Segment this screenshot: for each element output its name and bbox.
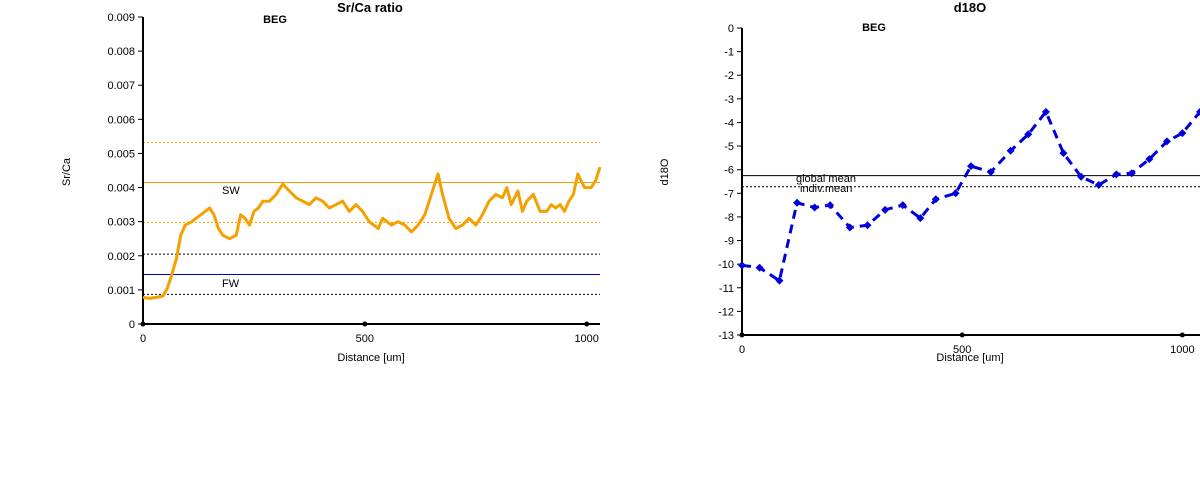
srca-ytick-label-5: 0.005	[107, 148, 135, 160]
d18o-point-25	[1178, 129, 1187, 138]
d18o-xtick-label-0: 0	[739, 344, 745, 356]
d18o-subtitle: BEG	[862, 22, 886, 34]
d18o-ytick-label-13: -13	[718, 330, 734, 342]
d18o-xtick-0	[739, 332, 745, 338]
d18o-point-9	[898, 201, 907, 210]
d18o-point-21	[1112, 170, 1121, 179]
d18o-ytick-label-9: -9	[724, 236, 734, 248]
d18o-point-26	[1196, 107, 1200, 116]
d18o-xlabel: Distance [um]	[936, 352, 1003, 364]
srca-ytick-label-8: 0.008	[107, 46, 135, 58]
d18o-point-10	[916, 214, 925, 223]
srca-title: Sr/Ca ratio	[337, 0, 403, 15]
d18o-xtick-label-2: 1000	[1170, 344, 1194, 356]
d18o-point-23	[1145, 155, 1154, 164]
srca-series-line	[142, 166, 602, 300]
d18o-ytick-label-2: -2	[724, 70, 734, 82]
d18o-ytick-label-6: -6	[724, 165, 734, 177]
d18o-ytick-label-12: -12	[718, 306, 734, 318]
d18o-ytick-label-3: -3	[724, 94, 734, 106]
srca-ytick-label-1: 0.001	[107, 285, 135, 297]
d18o-point-8	[881, 205, 890, 214]
srca-ytick-label-3: 0.003	[107, 217, 135, 229]
d18o-series-line	[741, 110, 1200, 283]
d18o-point-15	[1006, 146, 1015, 155]
d18o-point-1	[755, 263, 764, 272]
d18o-point-16	[1024, 130, 1033, 139]
srca-ytick-label-4: 0.004	[107, 183, 135, 195]
d18o-point-13	[967, 162, 975, 171]
d18o-point-5	[826, 201, 835, 210]
d18o-title: d18O	[954, 0, 987, 15]
d18o-xtick-2	[1179, 332, 1185, 338]
d18o-ytick-label-10: -10	[718, 259, 734, 271]
srca-fw-label: FW	[222, 278, 240, 290]
srca-ytick-label-0: 0	[129, 319, 135, 331]
d18o-point-22	[1127, 169, 1136, 178]
srca-xtick-label-2: 1000	[574, 333, 598, 345]
d18o-point-14	[986, 168, 995, 177]
d18o-point-19	[1077, 172, 1086, 181]
srca-ytick-label-6: 0.006	[107, 114, 135, 126]
srca-subtitle: BEG	[263, 14, 287, 26]
d18o-ytick-label-1: -1	[724, 47, 734, 59]
d18o-chart: d18O BEG Distance [um] d18O global mean …	[659, 0, 1200, 364]
d18o-point-12	[951, 189, 960, 198]
srca-ytick-label-2: 0.002	[107, 251, 135, 263]
d18o-point-2	[775, 276, 784, 285]
d18o-ytick-label-0: 0	[728, 23, 734, 35]
d18o-indiv-mean-label: indiv.mean	[800, 183, 852, 195]
d18o-point-7	[863, 221, 872, 230]
d18o-point-4	[810, 203, 819, 212]
d18o-ytick-label-5: -5	[724, 141, 734, 153]
d18o-point-18	[1059, 149, 1068, 158]
srca-xlabel: Distance [um]	[337, 352, 404, 364]
d18o-point-24	[1162, 137, 1171, 146]
srca-xtick-2	[584, 321, 590, 327]
srca-xtick-0	[140, 321, 146, 327]
d18o-ylabel: d18O	[659, 158, 671, 185]
d18o-point-3	[793, 198, 802, 207]
d18o-point-6	[845, 223, 854, 232]
srca-xtick-label-1: 500	[356, 333, 374, 345]
d18o-ytick-label-7: -7	[724, 188, 734, 200]
srca-chart: Sr/Ca ratio BEG Distance [um] Sr/Ca SW F…	[61, 0, 602, 364]
srca-ytick-label-7: 0.007	[107, 80, 135, 92]
d18o-xtick-label-1: 500	[953, 344, 971, 356]
d18o-point-0	[738, 261, 746, 270]
srca-sw-label: SW	[222, 185, 240, 197]
d18o-point-11	[931, 195, 940, 204]
d18o-point-20	[1094, 181, 1103, 190]
d18o-point-17	[1041, 107, 1050, 116]
d18o-ytick-label-4: -4	[724, 117, 734, 129]
srca-xtick-label-0: 0	[140, 333, 146, 345]
d18o-xtick-1	[959, 332, 965, 338]
srca-ytick-label-9: 0.009	[107, 12, 135, 24]
srca-ylabel: Sr/Ca	[61, 157, 73, 186]
d18o-ytick-label-11: -11	[719, 283, 734, 295]
srca-xtick-1	[362, 321, 368, 327]
d18o-ytick-label-8: -8	[724, 212, 734, 224]
